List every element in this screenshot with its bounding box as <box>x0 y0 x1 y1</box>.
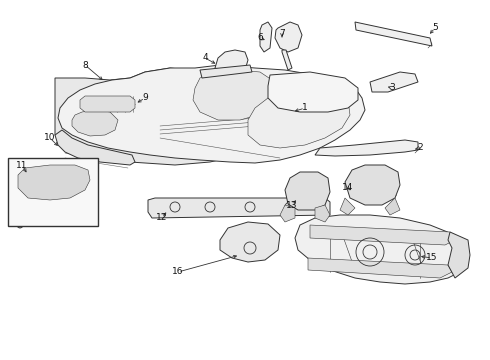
Text: 4: 4 <box>202 54 208 63</box>
Polygon shape <box>148 198 330 218</box>
Polygon shape <box>220 222 280 262</box>
Polygon shape <box>280 205 295 222</box>
Polygon shape <box>55 130 135 165</box>
Polygon shape <box>268 72 358 112</box>
Text: 9: 9 <box>142 94 148 103</box>
Polygon shape <box>58 65 365 163</box>
Polygon shape <box>55 68 262 165</box>
Bar <box>8 158 98 226</box>
Polygon shape <box>193 70 275 120</box>
Text: 8: 8 <box>82 60 88 69</box>
Circle shape <box>17 222 23 228</box>
Text: 3: 3 <box>389 84 395 93</box>
Polygon shape <box>260 22 272 52</box>
Polygon shape <box>248 80 350 148</box>
Polygon shape <box>275 22 302 52</box>
Text: 11: 11 <box>16 161 28 170</box>
Polygon shape <box>80 96 135 112</box>
Text: 7: 7 <box>279 30 285 39</box>
Polygon shape <box>370 72 418 92</box>
Polygon shape <box>315 205 330 222</box>
Polygon shape <box>310 225 455 245</box>
Polygon shape <box>355 22 432 46</box>
Polygon shape <box>385 198 400 215</box>
Text: 6: 6 <box>257 33 263 42</box>
Text: 1: 1 <box>302 104 308 112</box>
Polygon shape <box>315 140 418 156</box>
Polygon shape <box>72 110 118 136</box>
Text: 13: 13 <box>286 201 298 210</box>
Text: 15: 15 <box>426 253 438 262</box>
Text: 10: 10 <box>44 134 56 143</box>
Text: 14: 14 <box>343 184 354 193</box>
Polygon shape <box>295 215 468 284</box>
Polygon shape <box>448 232 470 278</box>
Polygon shape <box>282 50 292 70</box>
Text: 16: 16 <box>172 267 184 276</box>
Polygon shape <box>200 65 252 78</box>
Text: 5: 5 <box>432 23 438 32</box>
Polygon shape <box>345 165 400 205</box>
Polygon shape <box>18 165 90 200</box>
Text: 12: 12 <box>156 213 168 222</box>
Text: 2: 2 <box>417 144 423 153</box>
Polygon shape <box>308 258 452 278</box>
Polygon shape <box>340 198 355 215</box>
Polygon shape <box>285 172 330 210</box>
Polygon shape <box>215 50 248 73</box>
